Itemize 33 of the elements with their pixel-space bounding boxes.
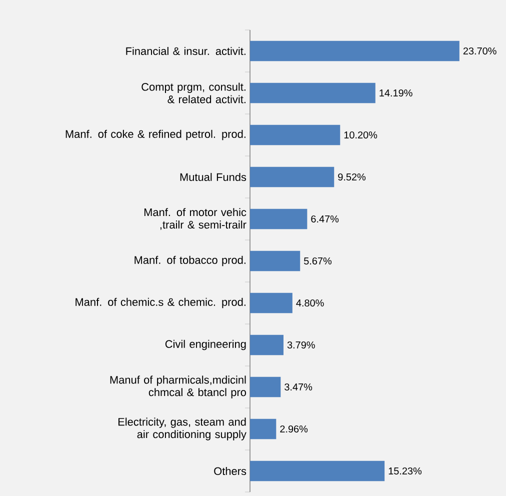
y-tick-label: Manf. of motor vehic ,trailr & semi-trailr	[144, 208, 246, 230]
data-label: 3.47%	[284, 383, 312, 391]
data-label: 15.23%	[388, 467, 422, 475]
bar	[250, 376, 281, 398]
y-tick-label: Manf. of chemic.s & chemic. prod.	[76, 298, 246, 308]
bar	[250, 166, 334, 188]
data-label: 14.19%	[380, 89, 412, 97]
y-tick-label: Civil engineering	[165, 340, 246, 350]
bar	[250, 82, 376, 104]
data-label: 4.80%	[296, 299, 324, 307]
bar	[250, 460, 385, 482]
bar	[250, 124, 340, 146]
y-tick-label: Electricity, gas, steam and air conditioning supply	[118, 418, 246, 440]
data-label: 3.79%	[287, 341, 315, 349]
y-tick-label: Financial & insur. activit.	[126, 46, 246, 56]
y-tick-label: Others	[214, 466, 246, 476]
bar	[250, 292, 292, 314]
data-label: 6.47%	[311, 215, 339, 223]
bar	[250, 250, 300, 272]
data-label: 23.70%	[463, 47, 496, 55]
data-label: 2.96%	[280, 425, 308, 433]
bar	[250, 40, 460, 62]
bar	[250, 208, 308, 230]
bar	[250, 334, 284, 356]
y-tick-label: Manf. of coke & refined petrol. prod.	[66, 130, 246, 140]
y-tick-label: Compt prgm, consult. & related activit.	[142, 82, 246, 104]
data-label: 5.67%	[304, 257, 332, 265]
data-label: 9.52%	[338, 173, 366, 181]
bar	[250, 418, 276, 440]
y-tick-label: Manf. of tobacco prod.	[134, 256, 246, 266]
y-tick-label: Mutual Funds	[180, 172, 246, 182]
data-label: 10.20%	[344, 131, 378, 139]
y-tick-label: Manuf of pharmicals,mdicinl chmcal & btancl pro	[110, 376, 246, 398]
